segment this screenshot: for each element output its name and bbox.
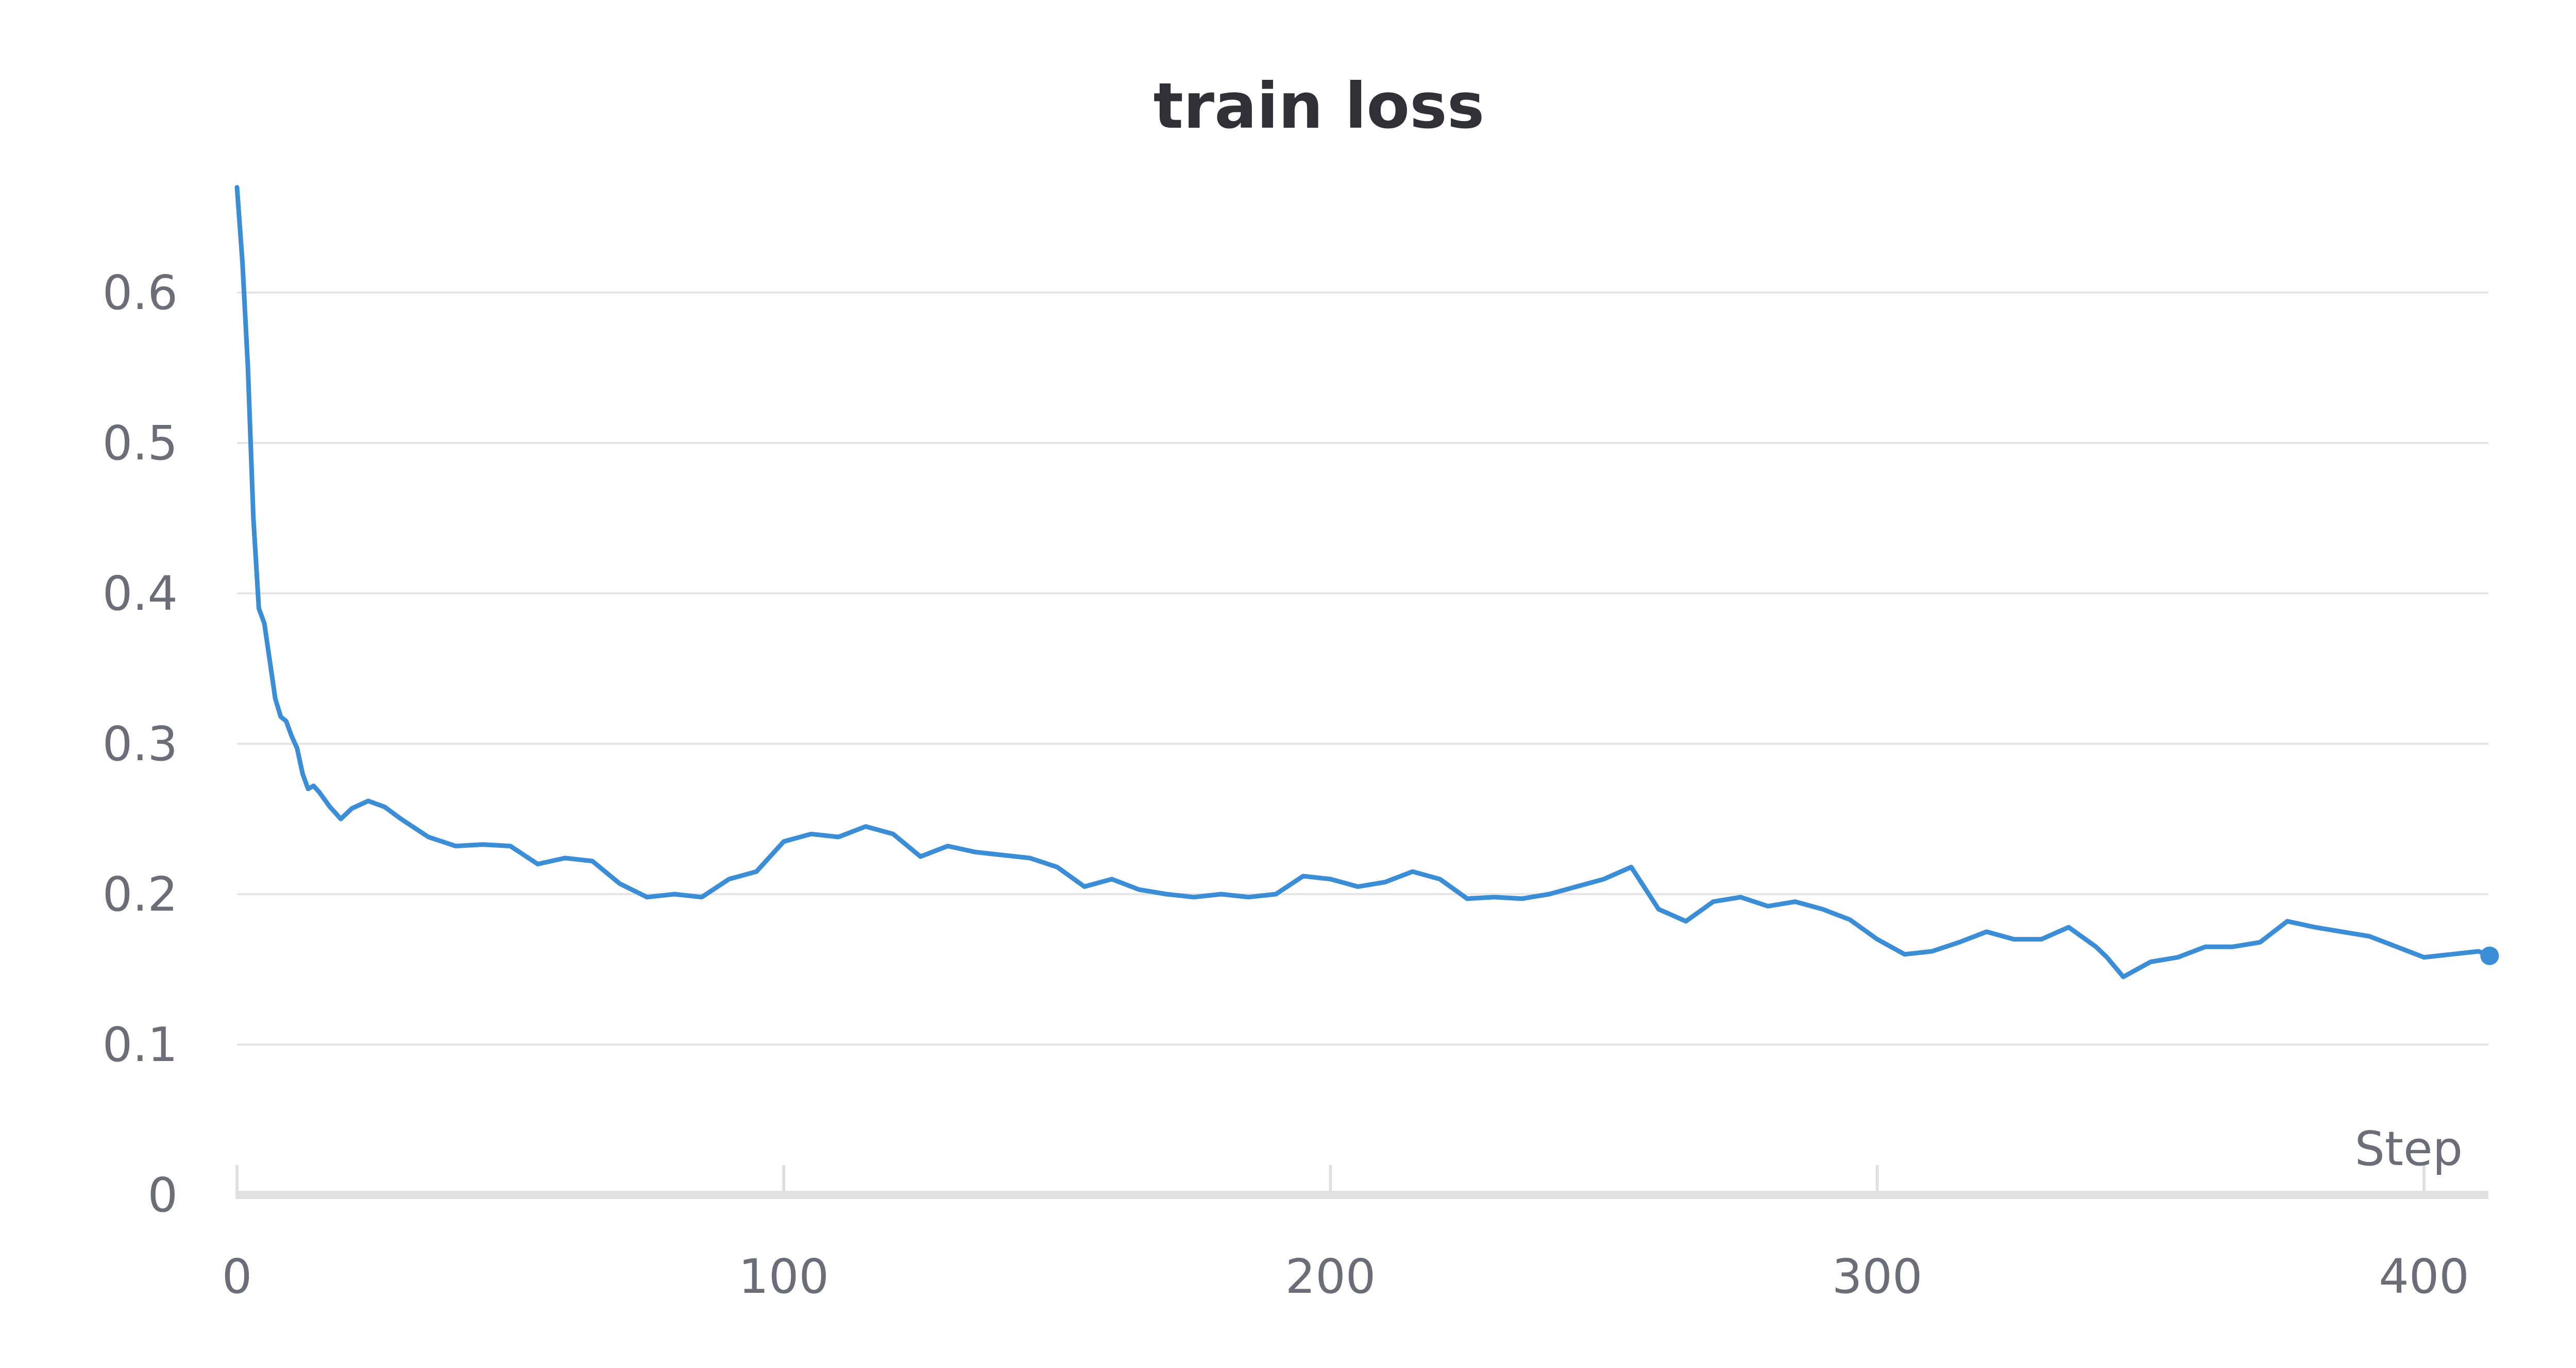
y-axis-ticks: 0 0.1 0.2 0.3 0.4 0.5 0.6 — [103, 265, 178, 1223]
y-tick-label: 0.2 — [103, 867, 178, 922]
y-tick-label: 0.5 — [103, 416, 178, 471]
x-axis-label: Step — [2355, 1121, 2463, 1176]
series-end-marker — [2480, 946, 2499, 965]
x-tick-label: 0 — [222, 1249, 252, 1304]
x-tick-label: 200 — [1285, 1249, 1376, 1304]
series-line — [234, 185, 2492, 980]
y-tick-label: 0.1 — [103, 1017, 178, 1072]
chart-title: train loss — [1154, 70, 1485, 143]
x-tick-label: 400 — [2379, 1249, 2469, 1304]
x-axis-ticks: 0 100 200 300 400 — [222, 1165, 2469, 1304]
y-tick-label: 0.4 — [103, 566, 178, 621]
x-tick-label: 100 — [738, 1249, 829, 1304]
gridlines — [237, 292, 2488, 1046]
y-tick-label: 0.6 — [103, 265, 178, 320]
x-tick-label: 300 — [1832, 1249, 1923, 1304]
y-tick-label: 0 — [147, 1168, 178, 1223]
y-tick-label: 0.3 — [103, 716, 178, 772]
series-layer — [234, 185, 2499, 980]
